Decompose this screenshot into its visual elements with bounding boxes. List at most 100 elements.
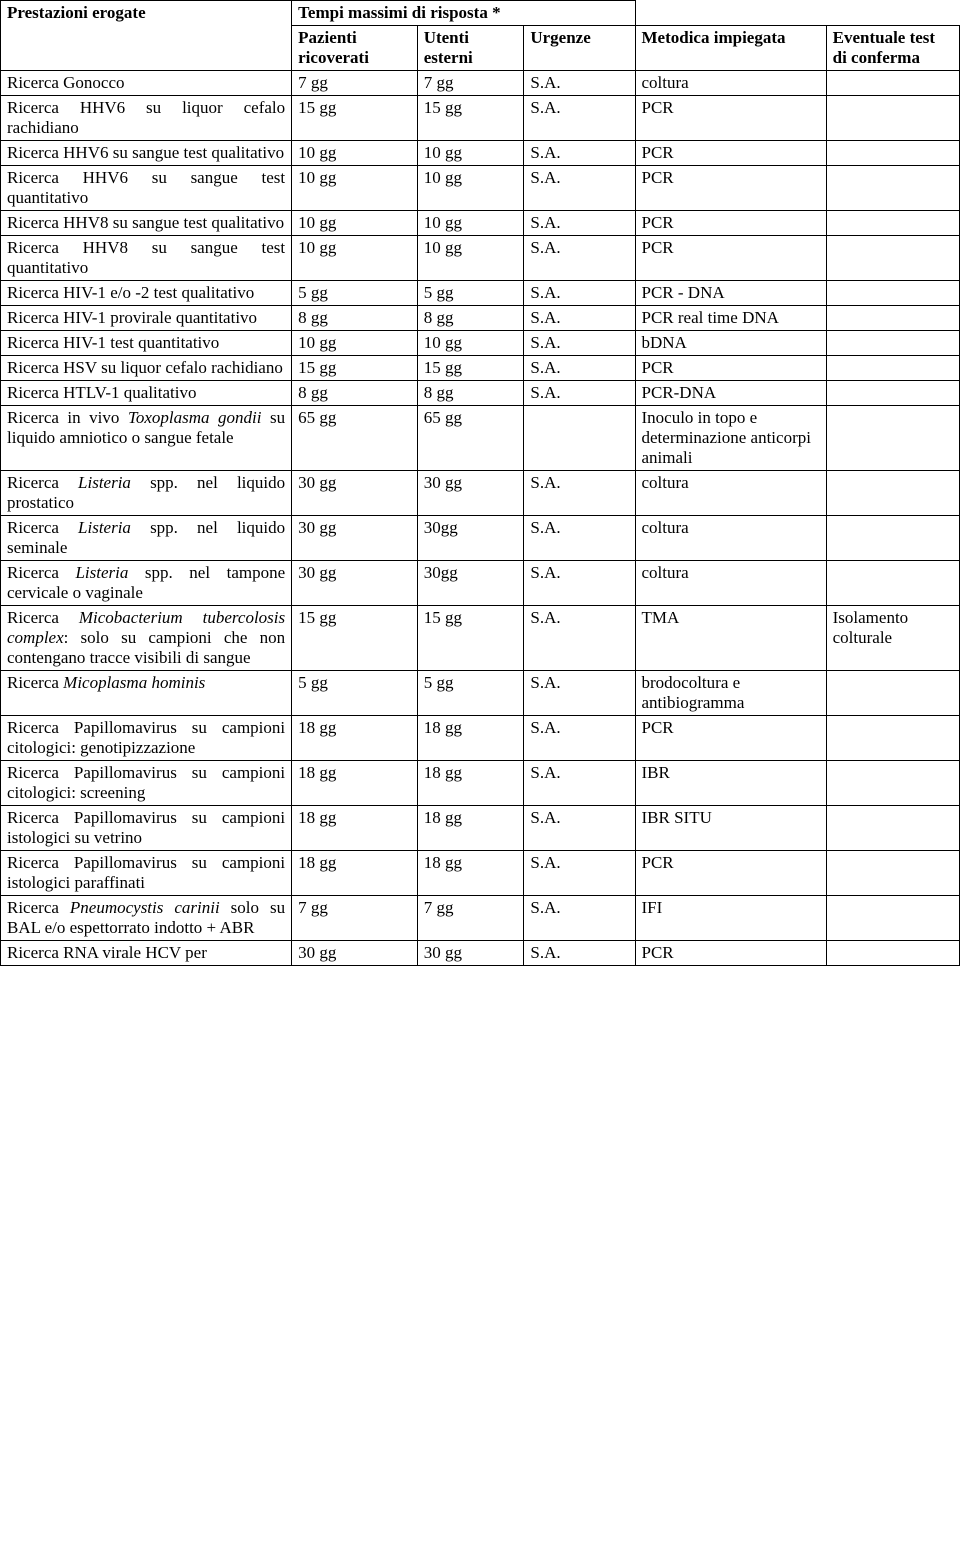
cell-pazienti: 30 gg — [292, 471, 418, 516]
cell-metodica: PCR — [635, 356, 826, 381]
table-row: Ricerca Listeria spp. nel tampone cervic… — [1, 561, 960, 606]
cell-metodica: PCR — [635, 96, 826, 141]
table-row: Ricerca Papillomavirus su campioni istol… — [1, 806, 960, 851]
hdr-urgenze: Urgenze — [524, 26, 635, 71]
cell-utenti: 18 gg — [417, 761, 524, 806]
cell-prestazione: Ricerca Gonocco — [1, 71, 292, 96]
cell-conferma — [826, 166, 959, 211]
cell-urgenze: S.A. — [524, 71, 635, 96]
cell-prestazione: Ricerca HHV8 su sangue test quantitativo — [1, 236, 292, 281]
cell-prestazione: Ricerca HHV6 su liquor cefalo rachidiano — [1, 96, 292, 141]
cell-utenti: 18 gg — [417, 851, 524, 896]
cell-prestazione: Ricerca HHV6 su sangue test qualitativo — [1, 141, 292, 166]
cell-urgenze: S.A. — [524, 716, 635, 761]
cell-metodica: PCR — [635, 236, 826, 281]
cell-prestazione: Ricerca Pneumocystis carinii solo su BAL… — [1, 896, 292, 941]
cell-pazienti: 5 gg — [292, 281, 418, 306]
cell-metodica: coltura — [635, 561, 826, 606]
cell-prestazione: Ricerca Micoplasma hominis — [1, 671, 292, 716]
cell-urgenze: S.A. — [524, 331, 635, 356]
cell-metodica: PCR real time DNA — [635, 306, 826, 331]
cell-metodica: PCR — [635, 141, 826, 166]
table-row: Ricerca Papillomavirus su campioni citol… — [1, 716, 960, 761]
cell-prestazione: Ricerca Papillomavirus su campioni istol… — [1, 851, 292, 896]
table-row: Ricerca Pneumocystis carinii solo su BAL… — [1, 896, 960, 941]
cell-metodica: brodocoltura e antibiogramma — [635, 671, 826, 716]
table-row: Ricerca HHV8 su sangue test qualitativo1… — [1, 211, 960, 236]
cell-pazienti: 8 gg — [292, 306, 418, 331]
cell-utenti: 5 gg — [417, 281, 524, 306]
cell-conferma — [826, 806, 959, 851]
header-row-1: Prestazioni erogate Tempi massimi di ris… — [1, 1, 960, 26]
cell-utenti: 30 gg — [417, 471, 524, 516]
cell-pazienti: 18 gg — [292, 716, 418, 761]
cell-utenti: 18 gg — [417, 716, 524, 761]
cell-pazienti: 10 gg — [292, 211, 418, 236]
cell-conferma — [826, 471, 959, 516]
cell-conferma — [826, 561, 959, 606]
table-row: Ricerca Gonocco7 gg7 ggS.A.coltura — [1, 71, 960, 96]
cell-utenti: 30gg — [417, 516, 524, 561]
cell-utenti: 10 gg — [417, 331, 524, 356]
cell-pazienti: 30 gg — [292, 941, 418, 966]
cell-metodica: coltura — [635, 516, 826, 561]
table-row: Ricerca HIV-1 test quantitativo10 gg10 g… — [1, 331, 960, 356]
table-row: Ricerca HHV6 su sangue test quantitativo… — [1, 166, 960, 211]
cell-prestazione: Ricerca Papillomavirus su campioni istol… — [1, 806, 292, 851]
cell-metodica: IBR SITU — [635, 806, 826, 851]
cell-prestazione: Ricerca HIV-1 test quantitativo — [1, 331, 292, 356]
cell-utenti: 18 gg — [417, 806, 524, 851]
cell-utenti: 8 gg — [417, 381, 524, 406]
cell-conferma — [826, 96, 959, 141]
cell-conferma — [826, 941, 959, 966]
cell-pazienti: 65 gg — [292, 406, 418, 471]
cell-pazienti: 18 gg — [292, 761, 418, 806]
cell-metodica: PCR - DNA — [635, 281, 826, 306]
cell-conferma — [826, 356, 959, 381]
cell-pazienti: 10 gg — [292, 141, 418, 166]
table-row: Ricerca HHV8 su sangue test quantitativo… — [1, 236, 960, 281]
cell-pazienti: 30 gg — [292, 561, 418, 606]
cell-pazienti: 10 gg — [292, 236, 418, 281]
table-row: Ricerca HHV6 su sangue test qualitativo1… — [1, 141, 960, 166]
cell-metodica: IFI — [635, 896, 826, 941]
cell-urgenze: S.A. — [524, 806, 635, 851]
table-row: Ricerca RNA virale HCV per30 gg30 ggS.A.… — [1, 941, 960, 966]
services-table: Prestazioni erogate Tempi massimi di ris… — [0, 0, 960, 966]
cell-pazienti: 7 gg — [292, 896, 418, 941]
cell-urgenze: S.A. — [524, 606, 635, 671]
cell-pazienti: 7 gg — [292, 71, 418, 96]
cell-utenti: 10 gg — [417, 141, 524, 166]
cell-pazienti: 10 gg — [292, 331, 418, 356]
cell-prestazione: Ricerca HHV8 su sangue test qualitativo — [1, 211, 292, 236]
hdr-metodica: Metodica impiegata — [635, 26, 826, 71]
hdr-prestazioni: Prestazioni erogate — [1, 1, 292, 71]
cell-utenti: 30 gg — [417, 941, 524, 966]
cell-urgenze: S.A. — [524, 141, 635, 166]
cell-metodica: coltura — [635, 71, 826, 96]
cell-metodica: PCR — [635, 211, 826, 236]
cell-utenti: 8 gg — [417, 306, 524, 331]
cell-conferma — [826, 141, 959, 166]
hdr-pazienti: Pazienti ricoverati — [292, 26, 418, 71]
cell-metodica: PCR-DNA — [635, 381, 826, 406]
table-row: Ricerca in vivo Toxoplasma gondii su liq… — [1, 406, 960, 471]
cell-conferma — [826, 896, 959, 941]
cell-conferma — [826, 236, 959, 281]
hdr-empty-top-right — [635, 1, 826, 26]
cell-utenti: 5 gg — [417, 671, 524, 716]
cell-metodica: PCR — [635, 166, 826, 211]
table-row: Ricerca HSV su liquor cefalo rachidiano1… — [1, 356, 960, 381]
cell-metodica: IBR — [635, 761, 826, 806]
cell-prestazione: Ricerca HHV6 su sangue test quantitativo — [1, 166, 292, 211]
cell-pazienti: 5 gg — [292, 671, 418, 716]
cell-prestazione: Ricerca Papillomavirus su campioni citol… — [1, 761, 292, 806]
cell-prestazione: Ricerca HSV su liquor cefalo rachidiano — [1, 356, 292, 381]
cell-metodica: PCR — [635, 851, 826, 896]
cell-prestazione: Ricerca Micobacterium tubercolosis compl… — [1, 606, 292, 671]
cell-urgenze: S.A. — [524, 236, 635, 281]
table-row: Ricerca Micoplasma hominis5 gg5 ggS.A.br… — [1, 671, 960, 716]
hdr-empty-top-right2 — [826, 1, 959, 26]
cell-conferma — [826, 516, 959, 561]
cell-urgenze: S.A. — [524, 166, 635, 211]
